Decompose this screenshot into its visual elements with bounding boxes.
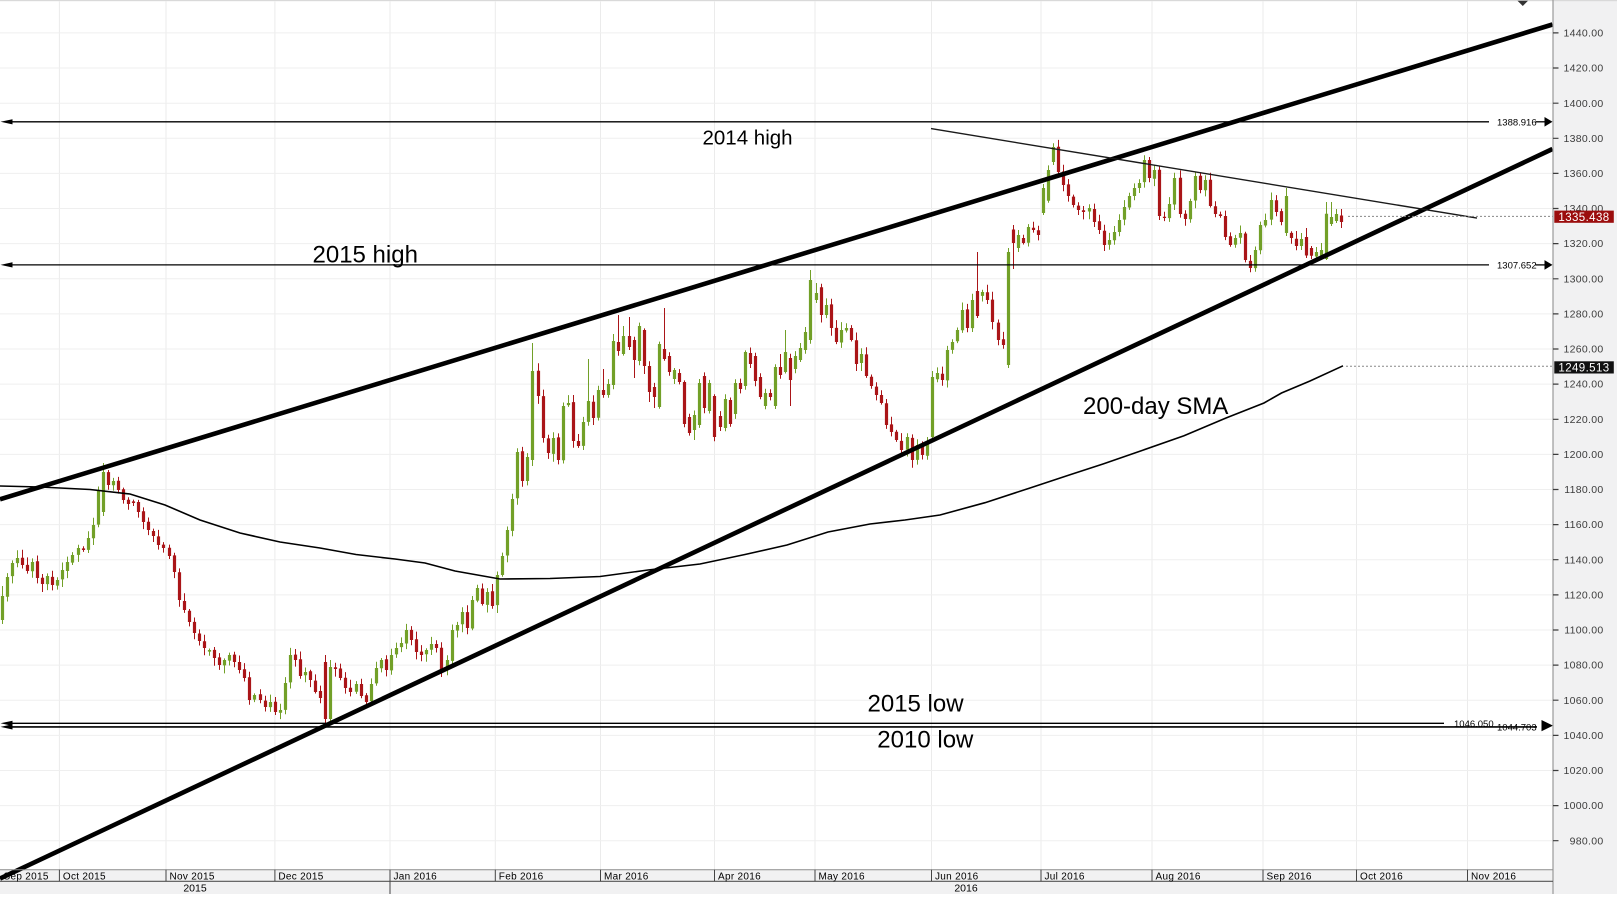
svg-text:Apr 2016: Apr 2016	[718, 871, 761, 882]
svg-text:1140.00: 1140.00	[1564, 554, 1603, 566]
svg-text:1388.916: 1388.916	[1497, 118, 1537, 129]
svg-text:Mar 2016: Mar 2016	[604, 871, 649, 882]
svg-text:Oct 2015: Oct 2015	[63, 871, 106, 882]
svg-text:Dec 2015: Dec 2015	[278, 871, 323, 882]
svg-text:1044.703: 1044.703	[1497, 723, 1537, 734]
svg-text:2015 high: 2015 high	[313, 242, 418, 269]
svg-text:980.00: 980.00	[1570, 835, 1604, 847]
svg-text:1240.00: 1240.00	[1563, 379, 1603, 391]
svg-text:Nov 2016: Nov 2016	[1471, 871, 1516, 882]
svg-text:1180.00: 1180.00	[1564, 484, 1603, 496]
svg-text:1060.00: 1060.00	[1563, 695, 1603, 707]
svg-text:May 2016: May 2016	[819, 871, 865, 882]
svg-text:1380.00: 1380.00	[1563, 133, 1603, 145]
svg-text:2015: 2015	[183, 883, 207, 895]
svg-text:1160.00: 1160.00	[1564, 519, 1603, 531]
svg-text:200-day SMA: 200-day SMA	[1083, 393, 1228, 420]
svg-text:1307.652: 1307.652	[1497, 261, 1537, 272]
svg-text:1200.00: 1200.00	[1563, 449, 1603, 461]
svg-text:Feb 2016: Feb 2016	[499, 871, 544, 882]
svg-text:Oct 2016: Oct 2016	[1360, 871, 1403, 882]
svg-text:1335.438: 1335.438	[1558, 212, 1609, 224]
svg-text:1280.00: 1280.00	[1563, 309, 1603, 321]
svg-text:Nov 2015: Nov 2015	[170, 871, 215, 882]
svg-text:1100.00: 1100.00	[1564, 625, 1603, 637]
svg-text:Jan 2016: Jan 2016	[394, 871, 438, 882]
svg-text:1320.00: 1320.00	[1563, 238, 1603, 250]
svg-text:1046.050: 1046.050	[1454, 719, 1494, 730]
svg-text:Sep 2016: Sep 2016	[1267, 871, 1312, 882]
svg-text:1420.00: 1420.00	[1563, 63, 1603, 75]
svg-text:1040.00: 1040.00	[1563, 730, 1603, 742]
svg-text:1400.00: 1400.00	[1563, 98, 1603, 110]
svg-text:2015 low: 2015 low	[868, 691, 965, 718]
svg-text:Aug 2016: Aug 2016	[1156, 871, 1201, 882]
svg-text:1300.00: 1300.00	[1563, 273, 1603, 285]
svg-text:1260.00: 1260.00	[1563, 344, 1603, 356]
svg-text:1080.00: 1080.00	[1563, 660, 1603, 672]
svg-text:1249.513: 1249.513	[1558, 363, 1609, 375]
svg-text:Jul 2016: Jul 2016	[1045, 871, 1085, 882]
svg-text:Jun 2016: Jun 2016	[935, 871, 979, 882]
svg-text:1000.00: 1000.00	[1563, 800, 1603, 812]
svg-text:1360.00: 1360.00	[1563, 168, 1603, 180]
svg-text:Sep 2015: Sep 2015	[4, 871, 49, 882]
svg-text:2010 low: 2010 low	[877, 726, 974, 753]
svg-text:1020.00: 1020.00	[1563, 765, 1603, 777]
svg-text:1120.00: 1120.00	[1564, 590, 1603, 602]
svg-text:2016: 2016	[954, 883, 978, 895]
svg-text:2014 high: 2014 high	[703, 126, 793, 149]
svg-text:1220.00: 1220.00	[1563, 414, 1603, 426]
svg-text:1440.00: 1440.00	[1563, 28, 1603, 40]
